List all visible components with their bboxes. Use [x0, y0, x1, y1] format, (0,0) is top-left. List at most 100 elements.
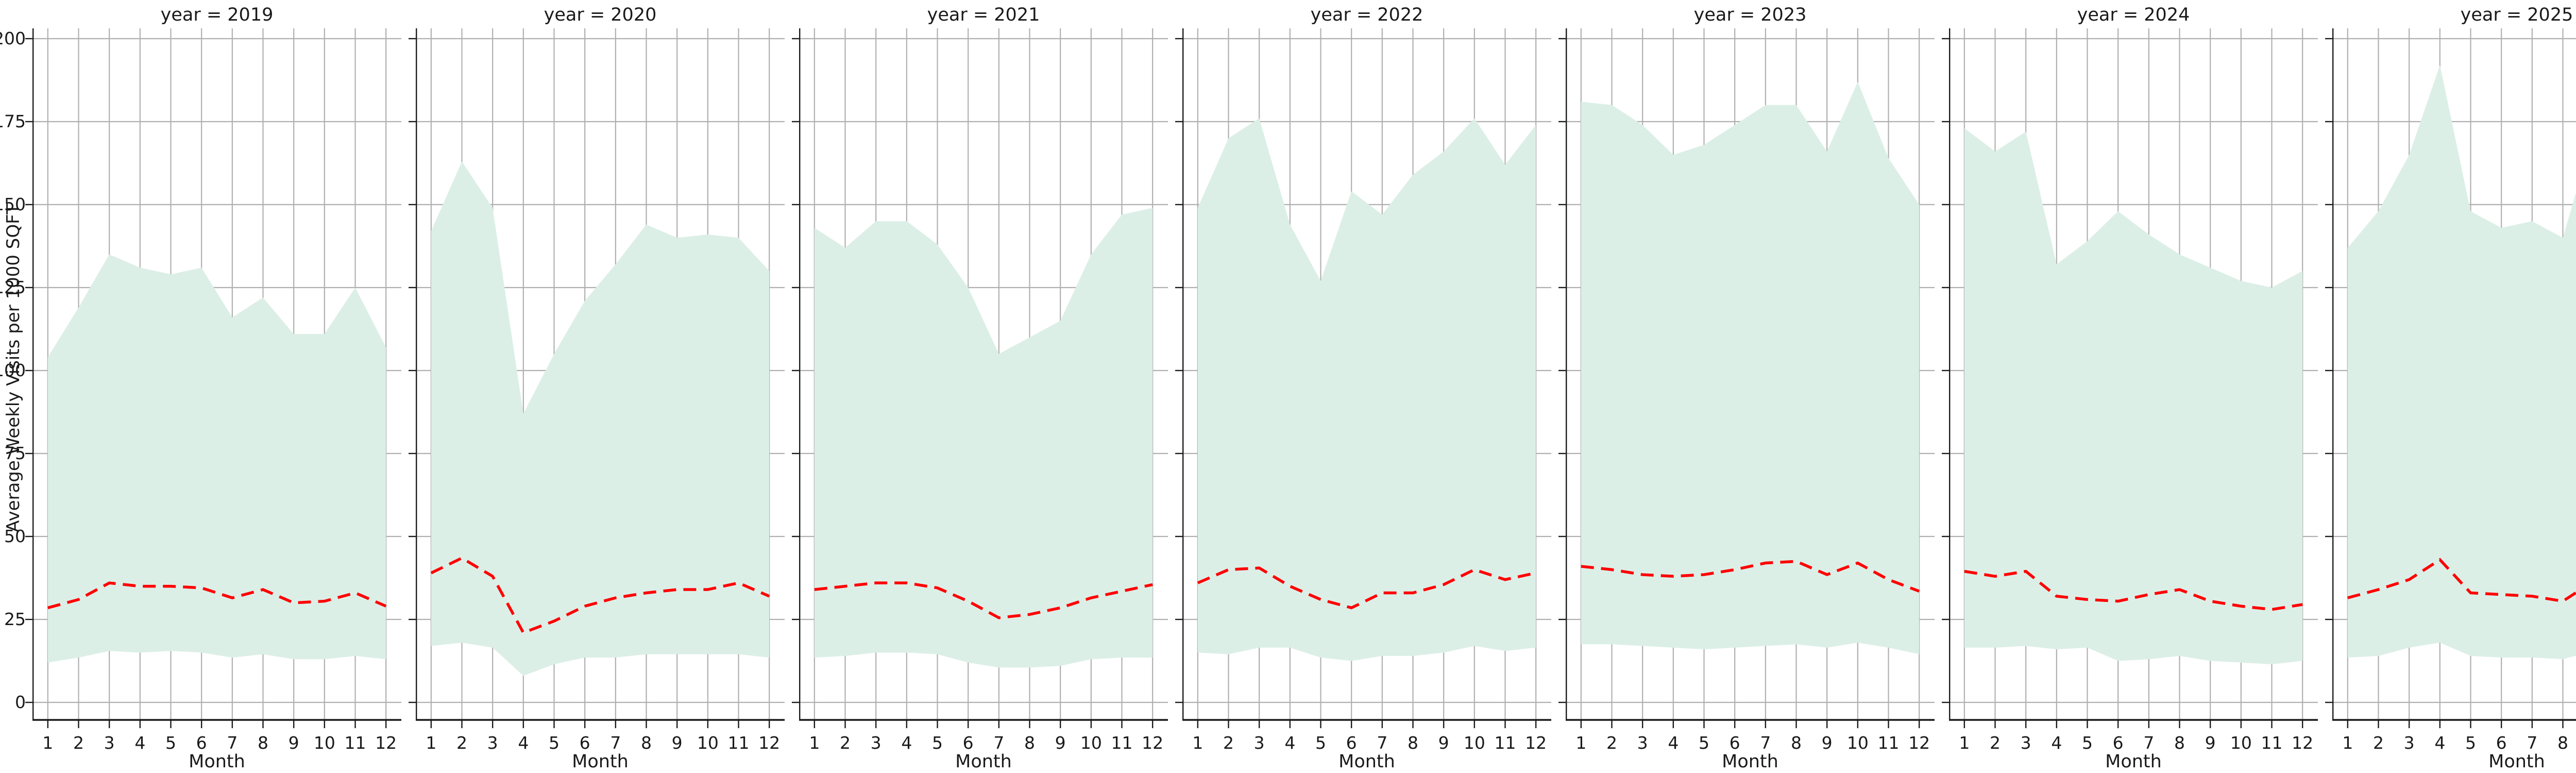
y-tick-label: 200: [0, 28, 26, 48]
x-tick-label: 2: [1606, 733, 1617, 753]
x-tick-label: 8: [2174, 733, 2185, 753]
y-tick-label: 25: [4, 609, 26, 629]
x-tick-label: 12: [758, 733, 780, 753]
facet-title: year = 2023: [1693, 5, 1807, 25]
facet-title: year = 2019: [160, 5, 274, 25]
plot-2021: 1 2 3 4 5 6 7 8 9 10 11 12: [792, 28, 1168, 753]
plot-2024: 1 2 3 4 5 6 7 8 9 10 11 12: [1942, 28, 2318, 753]
plot-2022: 1 2 3 4 5 6 7 8 9 10 11 12: [1175, 28, 1551, 753]
x-tick-label: 7: [610, 733, 621, 753]
x-tick-label: 6: [1346, 733, 1357, 753]
x-tick-label: 8: [258, 733, 268, 753]
x-tick-label: 2: [456, 733, 467, 753]
x-tick-label: 9: [2205, 733, 2216, 753]
x-tick-label: 5: [2465, 733, 2476, 753]
x-tick-label: 10: [1847, 733, 1869, 753]
x-tick-label: 11: [728, 733, 750, 753]
x-tick-label: 4: [2434, 733, 2445, 753]
x-tick-label: 3: [487, 733, 498, 753]
facet-2020: year = 2020 1 2 3 4 5 6 7 8 9 10 11 12 Month: [409, 0, 785, 772]
plot-2020: 1 2 3 4 5 6 7 8 9 10 11 12: [409, 28, 785, 753]
x-tick-label: 4: [2051, 733, 2062, 753]
x-tick-label: 7: [1760, 733, 1771, 753]
facet-2024: year = 2024 1 2 3 4 5 6 7 8 9 10 11 12 Month: [1942, 0, 2318, 772]
facet-title: year = 2020: [544, 5, 657, 25]
x-tick-label: 8: [1408, 733, 1418, 753]
x-tick-label: 8: [641, 733, 652, 753]
y-tick-label: 175: [0, 111, 26, 131]
x-tick-label: 4: [1668, 733, 1679, 753]
median-line: [1197, 566, 1536, 610]
facet-2023: year = 2023 1 2 3 4 5 6 7 8 9 10 11 12 Month: [1558, 0, 1935, 772]
x-axis-label: Month: [1338, 751, 1395, 772]
x-tick-label: 6: [963, 733, 974, 753]
x-tick-label: 10: [314, 733, 335, 753]
x-tick-label: 10: [1080, 733, 1102, 753]
x-tick-label: 5: [1315, 733, 1326, 753]
x-tick-label: 4: [901, 733, 912, 753]
x-tick-label: 8: [2557, 733, 2568, 753]
percentile-band: [1964, 128, 2303, 664]
median-line: [430, 556, 770, 635]
x-tick-label: 7: [993, 733, 1004, 753]
x-tick-label: 12: [1525, 733, 1547, 753]
x-tick-label: 6: [2496, 733, 2507, 753]
facet-2019: year = 2019 1 2 3 4 5 6 7 8 9 10 11 12 Month: [25, 0, 401, 772]
x-axis-label: Month: [1722, 751, 1778, 772]
x-tick-label: 7: [1377, 733, 1387, 753]
y-tick-label: 75: [4, 443, 26, 463]
x-tick-label: 1: [809, 733, 820, 753]
plot-2023: 1 2 3 4 5 6 7 8 9 10 11 12: [1558, 28, 1935, 753]
x-tick-label: 10: [2230, 733, 2252, 753]
x-tick-label: 5: [2082, 733, 2093, 753]
x-tick-label: 3: [871, 733, 882, 753]
x-tick-label: 3: [104, 733, 115, 753]
x-tick-label: 6: [1730, 733, 1740, 753]
x-tick-label: 12: [1908, 733, 1930, 753]
x-tick-label: 4: [134, 733, 145, 753]
x-tick-label: 9: [1438, 733, 1449, 753]
percentile-band: [1581, 81, 1920, 654]
x-tick-label: 11: [345, 733, 366, 753]
x-tick-label: 2: [1990, 733, 2001, 753]
x-tick-label: 2: [73, 733, 84, 753]
x-tick-label: 1: [1192, 733, 1203, 753]
x-tick-label: 11: [1111, 733, 1133, 753]
x-tick-label: 3: [1254, 733, 1265, 753]
percentile-band: [431, 161, 770, 676]
x-tick-label: 7: [2143, 733, 2154, 753]
x-tick-label: 9: [1822, 733, 1833, 753]
x-tick-label: 6: [196, 733, 207, 753]
y-tick-label: 125: [0, 277, 26, 297]
x-tick-label: 3: [2021, 733, 2031, 753]
x-tick-label: 10: [697, 733, 719, 753]
x-tick-label: 4: [518, 733, 529, 753]
x-tick-label: 7: [227, 733, 238, 753]
median-line: [1581, 560, 1920, 593]
x-tick-label: 1: [1575, 733, 1586, 753]
facet-title: year = 2024: [2077, 5, 2190, 25]
x-tick-label: 12: [2292, 733, 2313, 753]
x-tick-label: 11: [1495, 733, 1516, 753]
x-tick-label: 1: [2342, 733, 2353, 753]
x-tick-label: 2: [840, 733, 851, 753]
percentile-band: [814, 208, 1153, 668]
median-line: [814, 581, 1153, 619]
x-tick-label: 11: [1878, 733, 1900, 753]
x-tick-label: 8: [1024, 733, 1035, 753]
percentile-band: [2347, 65, 2576, 660]
x-tick-label: 1: [42, 733, 53, 753]
x-tick-label: 3: [2404, 733, 2415, 753]
x-tick-label: 5: [165, 733, 176, 753]
x-tick-label: 2: [1223, 733, 1234, 753]
x-tick-label: 6: [580, 733, 590, 753]
x-tick-label: 3: [1637, 733, 1648, 753]
x-axis-label: Month: [2488, 751, 2545, 772]
y-tick-label: 100: [0, 360, 26, 380]
x-axis-label: Month: [189, 751, 245, 772]
x-axis-label: Month: [2105, 751, 2162, 772]
y-axis-label: Average Weekly Visits per 1000 SQFT: [3, 204, 24, 532]
y-tick-label: 150: [0, 194, 26, 214]
